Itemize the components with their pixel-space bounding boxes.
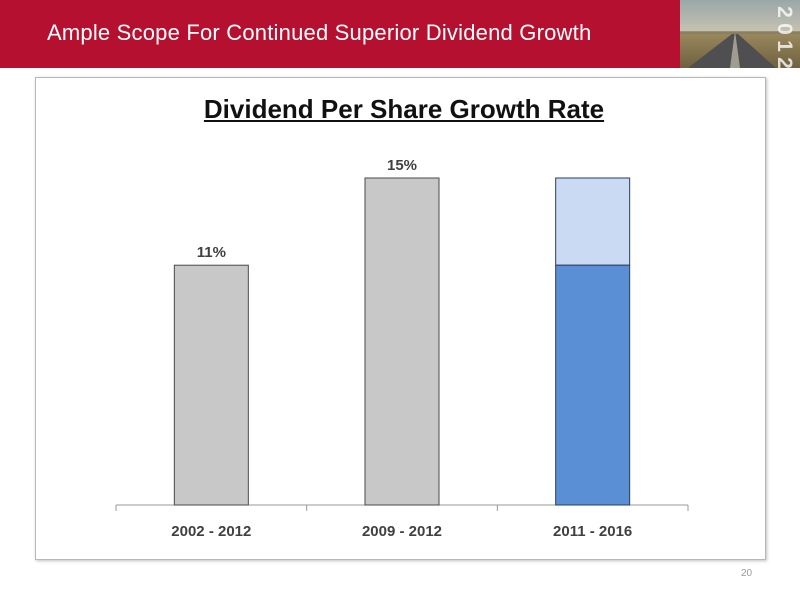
x-tick-label: 2009 - 2012 bbox=[362, 523, 442, 540]
x-tick-label: 2011 - 2016 bbox=[553, 523, 632, 540]
slide-title: Ample Scope For Continued Superior Divid… bbox=[47, 20, 592, 45]
x-tick-label: 2002 - 2012 bbox=[171, 523, 251, 540]
highway-landscape-image bbox=[680, 0, 800, 68]
bar-range-segment bbox=[555, 177, 631, 266]
page-number: 20 bbox=[741, 568, 753, 579]
bar-data-label: 15% bbox=[387, 157, 417, 174]
slide-header: Ample Scope For Continued Superior Divid… bbox=[0, 0, 800, 68]
bar bbox=[555, 264, 631, 506]
chart-title: Dividend Per Share Growth Rate bbox=[203, 94, 605, 124]
bar bbox=[364, 177, 440, 506]
bar-data-label: 11% bbox=[197, 244, 226, 261]
header-photo: 2 0 1 2 bbox=[680, 0, 800, 68]
bar bbox=[173, 264, 249, 506]
